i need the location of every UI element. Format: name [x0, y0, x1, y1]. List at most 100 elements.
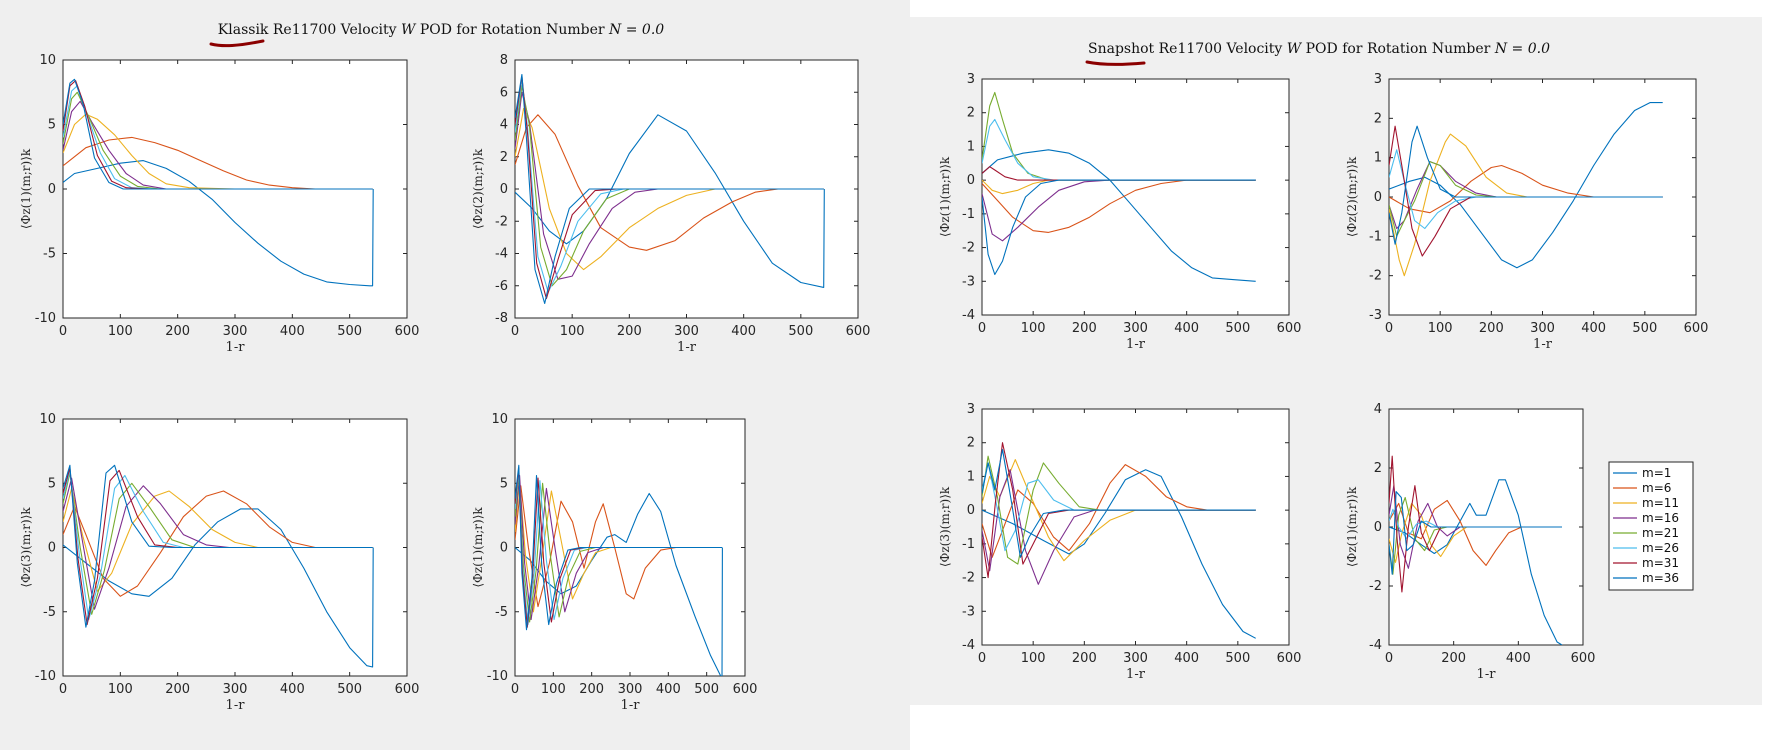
x-tick-label: 100 [541, 682, 566, 697]
series-line-m=1 [982, 469, 1256, 639]
series-line-m=11 [63, 113, 373, 190]
series-line-m=6 [1389, 164, 1663, 214]
subplot-snapshot-bottom-right: 0 200 400 600 -4 -2 0 2 4 1-r ⟨Φz(1)(m;r)⟩k [1345, 402, 1595, 682]
series-line-m=26 [1389, 508, 1562, 540]
series-line-m=11 [1389, 502, 1562, 563]
klassik-title-var: W [401, 22, 416, 38]
series-line-m=6 [63, 490, 373, 597]
y-tick-label: 0 [1374, 520, 1382, 535]
series-line-m=36 [63, 464, 373, 628]
y-tick-label: 2 [1374, 461, 1382, 476]
y-tick-label: -1 [1369, 229, 1382, 244]
series-line-m=6 [1389, 499, 1562, 566]
snapshot-handwritten-underline [1085, 60, 1146, 66]
series-line-m=16 [63, 100, 373, 190]
y-tick-label: 0 [967, 503, 975, 518]
series-line-m=21 [1389, 161, 1663, 237]
subplot-klassik-top-left: 0 100 200 300 400 500 600 -10 -5 0 5 10 1-r ⟨Φz(1)(m;… [19, 53, 419, 355]
series-line-m=31 [982, 442, 1256, 579]
legend-entry-label: m=1 [1642, 466, 1671, 480]
y-tick-label: 0 [500, 182, 508, 197]
x-axis-label: 1-r [1126, 667, 1146, 682]
snapshot-title-n: N = 0.0 [1494, 41, 1550, 57]
y-axis-label: ⟨Φz(1)(m;r)⟩k [938, 156, 952, 237]
series-line-m=6 [63, 136, 373, 190]
subplot-klassik-bottom-right: 0 100 200 300 400 500 600 -10 -5 0 5 10 1-r ⟨Φz(1)(m;… [471, 412, 757, 713]
y-tick-label: 0 [967, 173, 975, 188]
snapshot-title-main: Re11700 Velocity [1158, 41, 1283, 57]
series-line-m=36 [982, 179, 1256, 276]
series-line-m=1 [1389, 102, 1663, 269]
y-tick-label: 2 [967, 106, 975, 121]
series-line-m=31 [1389, 125, 1663, 257]
x-tick-label: 500 [1632, 321, 1657, 336]
y-tick-label: -8 [495, 311, 508, 326]
y-tick-label: 2 [500, 150, 508, 165]
y-tick-label: -5 [495, 605, 508, 620]
klassik-handwritten-underline [209, 39, 265, 48]
series-line-m=31 [515, 75, 824, 300]
x-tick-label: 600 [395, 324, 420, 339]
x-tick-label: 600 [846, 324, 871, 339]
series-line-m=6 [982, 464, 1256, 558]
subplot-snapshot-top-right: 0 100 200 300 400 500 600 -3 -2 -1 0 1 2 3 1-r ⟨Φz(2)(m… [1345, 72, 1708, 352]
klassik-title-suffix: POD for Rotation Number [419, 22, 605, 38]
series-line-m=1 [1389, 479, 1563, 645]
series-line-m=21 [515, 85, 824, 287]
y-tick-label: 5 [48, 476, 56, 491]
legend-entry-label: m=21 [1642, 526, 1679, 540]
y-tick-label: -2 [962, 571, 975, 586]
x-axis-label: 1-r [226, 340, 246, 355]
legend-entry-label: m=6 [1642, 481, 1671, 495]
series-line-m=1 [515, 492, 723, 676]
series-line-m=16 [1389, 485, 1562, 569]
x-tick-label: 400 [656, 682, 681, 697]
x-tick-label: 100 [1021, 651, 1046, 666]
x-tick-label: 300 [223, 324, 248, 339]
x-tick-label: 400 [1506, 651, 1531, 666]
y-tick-label: 0 [48, 541, 56, 556]
x-tick-label: 300 [1530, 321, 1555, 336]
y-tick-label: 0 [1374, 190, 1382, 205]
y-tick-label: 0 [48, 182, 56, 197]
x-tick-label: 400 [280, 324, 305, 339]
series-line-m=16 [982, 179, 1256, 242]
x-tick-label: 600 [733, 682, 758, 697]
x-tick-label: 0 [59, 682, 67, 697]
y-tick-label: -10 [35, 311, 56, 326]
x-tick-label: 500 [1225, 651, 1250, 666]
y-axis-label: ⟨Φz(3)(m;r)⟩k [19, 507, 33, 588]
y-tick-label: 0 [500, 541, 508, 556]
x-tick-label: 0 [511, 324, 519, 339]
x-tick-label: 600 [1571, 651, 1596, 666]
y-tick-label: 3 [1374, 72, 1382, 87]
y-tick-label: 5 [48, 118, 56, 133]
x-tick-label: 600 [1277, 651, 1302, 666]
y-tick-label: -1 [962, 207, 975, 222]
x-axis-label: 1-r [1533, 337, 1553, 352]
y-tick-label: 8 [500, 53, 508, 68]
snapshot-figure-title: Snapshot Re11700 Velocity W POD for Rota… [1088, 41, 1550, 57]
x-tick-label: 400 [1174, 321, 1199, 336]
x-tick-label: 600 [395, 682, 420, 697]
x-tick-label: 300 [223, 682, 248, 697]
y-tick-label: 10 [39, 53, 56, 68]
y-axis-label: ⟨Φz(2)(m;r)⟩k [1345, 156, 1359, 237]
series-line-m=36 [515, 464, 722, 631]
y-tick-label: -6 [495, 279, 508, 294]
y-tick-label: 5 [500, 476, 508, 491]
x-tick-label: 500 [788, 324, 813, 339]
series-line-m=6 [982, 179, 1256, 233]
x-tick-label: 400 [1581, 321, 1606, 336]
y-tick-label: 2 [1374, 111, 1382, 126]
klassik-title-main: Re11700 Velocity [272, 22, 397, 38]
x-tick-label: 0 [511, 682, 519, 697]
series-line-m=21 [515, 472, 722, 623]
series-line-m=26 [63, 469, 373, 621]
y-tick-label: -2 [495, 214, 508, 229]
snapshot-title-var: W [1286, 41, 1302, 57]
y-tick-label: -3 [962, 274, 975, 289]
x-tick-label: 300 [674, 324, 699, 339]
y-tick-label: 1 [967, 139, 975, 154]
